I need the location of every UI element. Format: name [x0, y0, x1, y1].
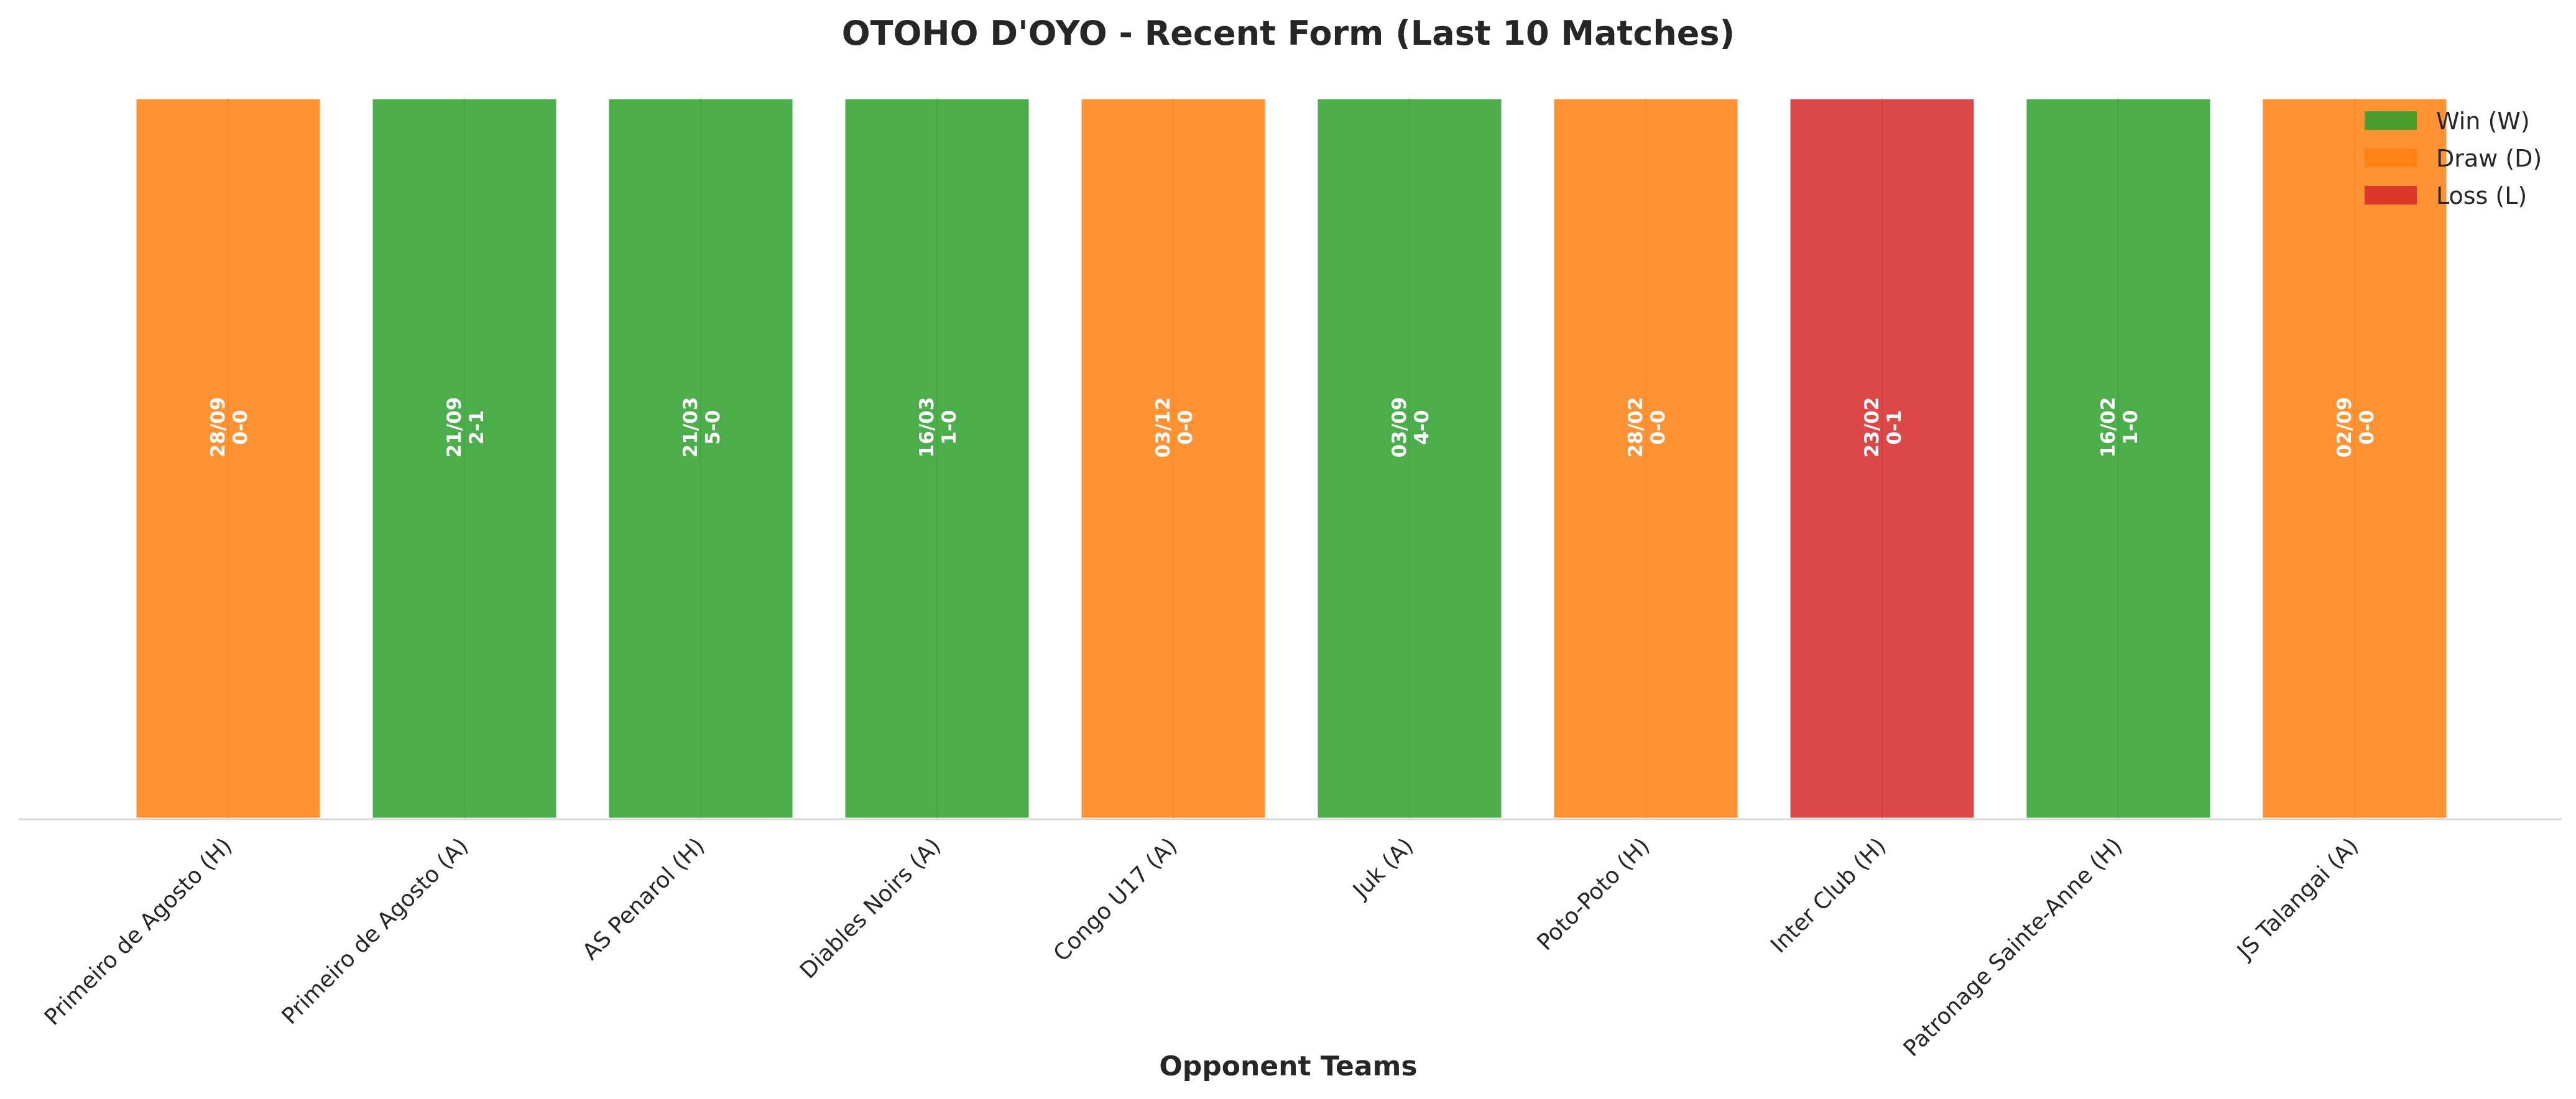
x-tick-label: AS Penarol (H) — [578, 833, 709, 965]
x-tick-label: Diables Noirs (A) — [795, 833, 946, 983]
legend-swatch-w — [2365, 111, 2417, 130]
bars-group — [134, 97, 2449, 820]
bar-2 — [371, 97, 558, 820]
x-tick-label: Inter Club (H) — [1766, 833, 1891, 958]
bar-4 — [843, 97, 1031, 820]
bar-label-9: 16/021-0 — [2097, 397, 2142, 458]
bar-3 — [607, 97, 795, 820]
x-tick-label: Primeiro de Agosto (H) — [40, 833, 238, 1031]
bar-score: 0-0 — [2356, 410, 2378, 444]
x-tick-labels: Primeiro de Agosto (H) Primeiro de Agosto… — [40, 833, 2364, 1062]
legend-swatch-d — [2365, 149, 2417, 167]
bar-label-7: 28/020-0 — [1625, 397, 1669, 458]
bar-7 — [1552, 97, 1740, 820]
bar-6 — [1316, 97, 1503, 820]
bar-label-2: 21/092-1 — [443, 397, 488, 458]
x-tick-label: Patronage Sainte-Anne (H) — [1899, 833, 2128, 1062]
x-tick-label: Juk (A) — [1347, 833, 1418, 904]
bar-1 — [134, 97, 322, 820]
bar-score: 4-0 — [1411, 410, 1433, 444]
x-tick-label: Primeiro de Agosto (A) — [277, 833, 474, 1029]
bar-date: 23/02 — [1861, 397, 1883, 458]
bar-date: 16/03 — [916, 397, 938, 458]
x-tick-label: Congo U17 (A) — [1049, 833, 1183, 967]
bar-label-5: 03/120-0 — [1152, 397, 1197, 458]
bar-score: 2-1 — [466, 410, 488, 444]
legend-label-l: Loss (L) — [2436, 182, 2527, 209]
bar-date: 02/09 — [2334, 397, 2356, 458]
bar-8 — [1788, 97, 1976, 820]
bar-date: 28/09 — [207, 397, 229, 458]
x-tick-label: Poto-Poto (H) — [1532, 833, 1655, 955]
legend[interactable]: Win (W) Draw (D) Loss (L) — [2365, 108, 2542, 209]
bar-label-8: 23/020-1 — [1861, 397, 1906, 458]
bar-label-6: 03/094-0 — [1388, 397, 1433, 458]
bar-score: 1-0 — [2120, 410, 2142, 444]
chart-title: OTOHO D'OYO - Recent Form (Last 10 Match… — [842, 14, 1735, 53]
bar-score: 0-0 — [1175, 410, 1197, 444]
bar-score: 1-0 — [938, 410, 961, 444]
bar-date: 28/02 — [1625, 397, 1647, 458]
bar-label-3: 21/035-0 — [680, 397, 724, 458]
bar-label-1: 28/090-0 — [207, 397, 252, 458]
legend-label-d: Draw (D) — [2436, 145, 2542, 172]
bar-5 — [1079, 97, 1267, 820]
bar-score: 0-0 — [1647, 410, 1669, 444]
bar-score: 0-1 — [1883, 410, 1906, 444]
x-tick-label: JS Talangai (A) — [2232, 833, 2363, 965]
bar-10 — [2261, 97, 2449, 820]
bar-score: 5-0 — [702, 410, 724, 444]
bar-date: 21/09 — [443, 397, 466, 458]
bar-score: 0-0 — [229, 410, 252, 444]
legend-label-w: Win (W) — [2436, 108, 2530, 135]
bar-label-10: 02/090-0 — [2334, 397, 2378, 458]
bar-date: 21/03 — [680, 397, 702, 458]
bar-date: 03/12 — [1152, 397, 1175, 458]
legend-swatch-l — [2365, 186, 2417, 205]
bar-date: 03/09 — [1388, 397, 1411, 458]
bar-date: 16/02 — [2097, 397, 2120, 458]
bar-labels-group: 28/090-0 21/092-1 21/035-0 16/031-0 03/120-0… — [207, 397, 2378, 458]
x-axis-label: Opponent Teams — [1159, 1051, 1417, 1082]
bar-label-4: 16/031-0 — [916, 397, 961, 458]
